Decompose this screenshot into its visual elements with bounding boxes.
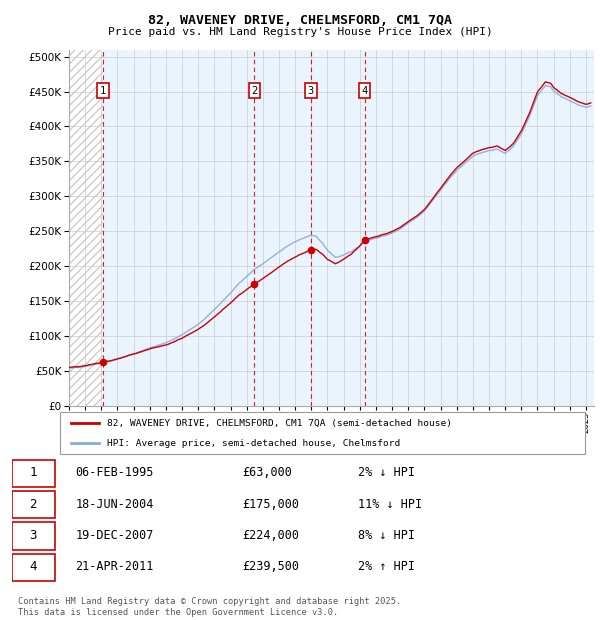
Text: 2% ↓ HPI: 2% ↓ HPI <box>358 466 415 479</box>
Text: 2% ↑ HPI: 2% ↑ HPI <box>358 560 415 574</box>
FancyBboxPatch shape <box>12 491 55 518</box>
Bar <box>69 50 103 406</box>
Text: £224,000: £224,000 <box>242 529 299 542</box>
Text: 19-DEC-2007: 19-DEC-2007 <box>76 529 154 542</box>
Text: 2: 2 <box>251 86 257 95</box>
Text: 06-FEB-1995: 06-FEB-1995 <box>76 466 154 479</box>
Text: £175,000: £175,000 <box>242 498 299 511</box>
Text: £63,000: £63,000 <box>242 466 292 479</box>
Text: 3: 3 <box>29 529 37 542</box>
Text: 4: 4 <box>361 86 368 95</box>
Text: Contains HM Land Registry data © Crown copyright and database right 2025.
This d: Contains HM Land Registry data © Crown c… <box>18 598 401 617</box>
Text: 11% ↓ HPI: 11% ↓ HPI <box>358 498 422 511</box>
Text: 3: 3 <box>308 86 314 95</box>
FancyBboxPatch shape <box>12 554 55 581</box>
FancyBboxPatch shape <box>12 522 55 549</box>
Text: 4: 4 <box>29 560 37 574</box>
Text: HPI: Average price, semi-detached house, Chelmsford: HPI: Average price, semi-detached house,… <box>107 439 401 448</box>
Bar <box>103 50 594 406</box>
Text: 82, WAVENEY DRIVE, CHELMSFORD, CM1 7QA (semi-detached house): 82, WAVENEY DRIVE, CHELMSFORD, CM1 7QA (… <box>107 419 452 428</box>
Text: 82, WAVENEY DRIVE, CHELMSFORD, CM1 7QA: 82, WAVENEY DRIVE, CHELMSFORD, CM1 7QA <box>148 14 452 27</box>
Text: 8% ↓ HPI: 8% ↓ HPI <box>358 529 415 542</box>
FancyBboxPatch shape <box>12 459 55 487</box>
Text: 1: 1 <box>100 86 106 95</box>
Text: Price paid vs. HM Land Registry's House Price Index (HPI): Price paid vs. HM Land Registry's House … <box>107 27 493 37</box>
Text: 21-APR-2011: 21-APR-2011 <box>76 560 154 574</box>
Text: 2: 2 <box>29 498 37 511</box>
Text: 18-JUN-2004: 18-JUN-2004 <box>76 498 154 511</box>
Text: 1: 1 <box>29 466 37 479</box>
FancyBboxPatch shape <box>60 412 585 454</box>
Text: £239,500: £239,500 <box>242 560 299 574</box>
